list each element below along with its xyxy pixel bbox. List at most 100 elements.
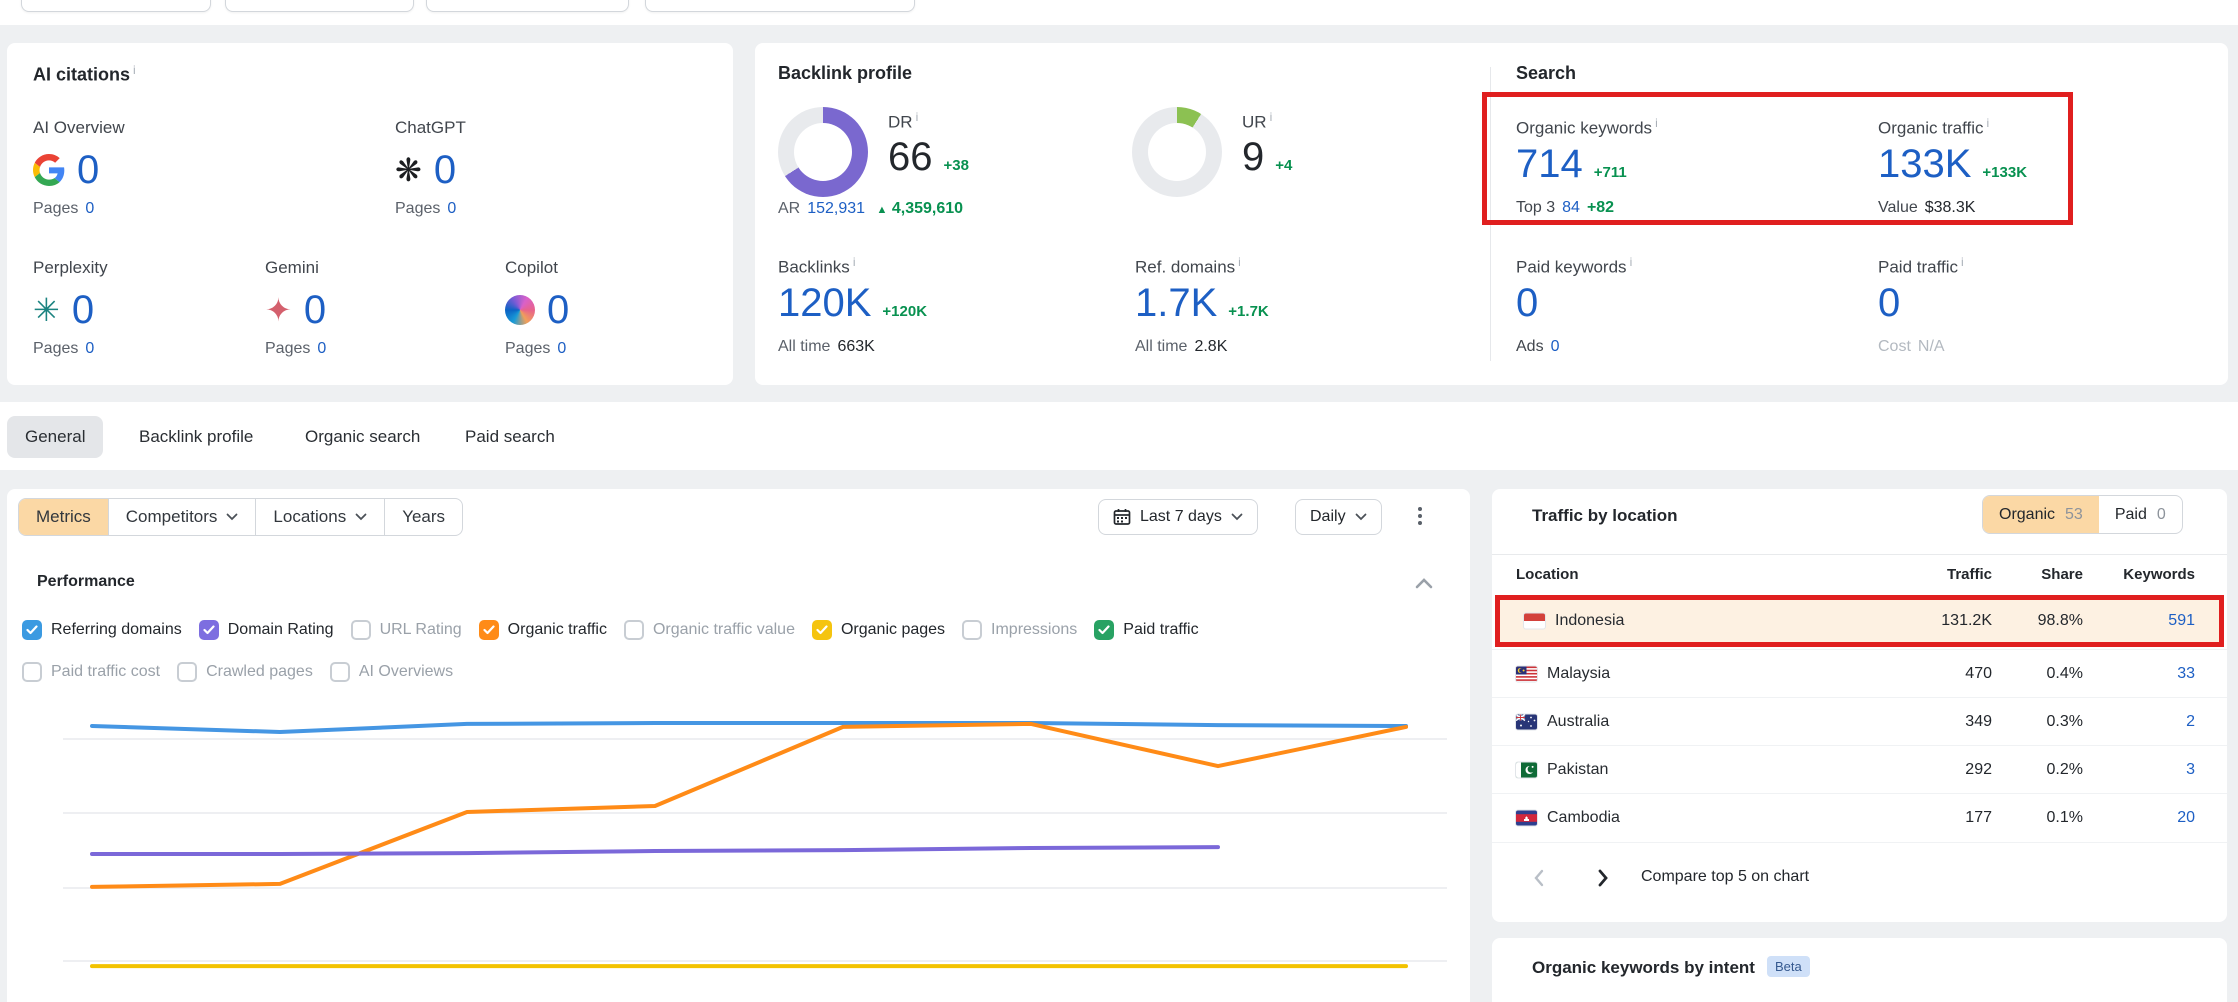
- toggle-organic[interactable]: Organic 53: [1983, 496, 2099, 533]
- ai-citations-count[interactable]: 0: [77, 147, 100, 192]
- metric-checkbox-label: Referring domains: [51, 621, 182, 638]
- backlink-search-panel: Backlink profile DR i 66 +38 AR 152,931 ▲ …: [755, 43, 2228, 385]
- toolbar-control-4[interactable]: [645, 0, 915, 12]
- location-row-indonesia[interactable]: Indonesia 131.2K 98.8% 591: [1495, 595, 2224, 647]
- ai-citations-count[interactable]: 0: [433, 147, 457, 192]
- cambodia-flag: [1516, 810, 1537, 826]
- toggle-paid[interactable]: Paid 0: [2114, 505, 2166, 523]
- next-page-button[interactable]: [1586, 861, 1620, 895]
- ai-source-label: AI Overview: [33, 118, 125, 137]
- info-icon[interactable]: i: [915, 110, 919, 124]
- ai-citations-count[interactable]: 0: [303, 287, 327, 332]
- metric-checkbox-organic-pages[interactable]: Organic pages: [811, 620, 945, 640]
- ai-citation-item: Perplexity ✳ 0 Pages 0: [33, 258, 263, 357]
- info-icon[interactable]: i: [852, 255, 856, 269]
- backlinks-alltime: All time 663K: [778, 338, 875, 355]
- location-share: 0.4%: [2046, 665, 2083, 682]
- ai-citations-count[interactable]: 0: [71, 287, 95, 332]
- organic-keywords-delta: +711: [1593, 164, 1627, 181]
- performance-line-chart[interactable]: [63, 700, 1447, 1002]
- competitors-segment[interactable]: Competitors: [107, 499, 256, 535]
- tab-organic-search[interactable]: Organic search: [305, 427, 421, 446]
- location-traffic: 349: [1965, 713, 1992, 730]
- info-icon[interactable]: i: [1986, 116, 1990, 130]
- tab-general[interactable]: General: [7, 416, 104, 458]
- ai-source-label: ChatGPT: [395, 118, 466, 137]
- info-icon[interactable]: i: [1238, 255, 1241, 269]
- search-title: Search: [1516, 63, 1577, 83]
- ai-citations-count[interactable]: 0: [547, 287, 570, 332]
- paid-keywords-value[interactable]: 0: [1516, 281, 1539, 325]
- info-icon[interactable]: i: [1961, 255, 1964, 269]
- compare-top5-link[interactable]: Compare top 5 on chart: [1641, 868, 1810, 885]
- ai-pages-count[interactable]: 0: [557, 340, 567, 357]
- toolbar-control-3[interactable]: [426, 0, 629, 12]
- collapse-chevron-icon[interactable]: [1415, 577, 1433, 589]
- more-options-button[interactable]: [1412, 501, 1428, 531]
- metric-checkbox-impressions[interactable]: Impressions: [962, 620, 1077, 640]
- date-range-button[interactable]: Last 7 days: [1098, 499, 1258, 535]
- location-row-pakistan[interactable]: Pakistan 292 0.2% 3: [1492, 746, 2227, 794]
- ai-pages-count[interactable]: 0: [447, 200, 457, 217]
- row-divider: [1492, 697, 2227, 698]
- metric-checkbox-paid-traffic-cost[interactable]: Paid traffic cost: [22, 662, 160, 682]
- ai-citations-panel: AI citations i AI Overview 0 Pages 0 ChatGP…: [7, 43, 733, 385]
- metric-checkbox-referring-domains[interactable]: Referring domains: [22, 620, 182, 640]
- location-keywords-link[interactable]: 2: [2186, 713, 2195, 730]
- info-icon[interactable]: i: [1629, 255, 1633, 269]
- location-row-malaysia[interactable]: Malaysia 470 0.4% 33: [1492, 650, 2227, 698]
- organic-keywords-value[interactable]: 714: [1516, 142, 1583, 186]
- location-keywords-link[interactable]: 20: [2177, 809, 2195, 826]
- info-icon[interactable]: i: [133, 63, 136, 77]
- metrics-segment[interactable]: Metrics: [19, 499, 108, 535]
- paid-traffic-value[interactable]: 0: [1878, 281, 1901, 325]
- ai-citations-title: AI citations: [33, 64, 131, 85]
- ai-source-label: Gemini: [265, 258, 319, 277]
- metric-checkbox-label: URL Rating: [379, 621, 462, 638]
- ai-pages-row: Pages 0: [395, 200, 457, 217]
- ref-domains-value[interactable]: 1.7K: [1135, 281, 1218, 325]
- location-keywords-link[interactable]: 3: [2186, 761, 2195, 778]
- chevron-down-icon: [1355, 513, 1366, 521]
- metric-checkbox-crawled-pages[interactable]: Crawled pages: [177, 662, 313, 682]
- backlinks-value[interactable]: 120K: [778, 281, 872, 325]
- metric-checkbox-paid-traffic[interactable]: Paid traffic: [1094, 620, 1199, 640]
- location-row-australia[interactable]: Australia 349 0.3% 2: [1492, 698, 2227, 746]
- toolbar-control-2[interactable]: [225, 0, 414, 12]
- metric-checkbox-ai-overviews[interactable]: AI Overviews: [329, 662, 453, 682]
- toolbar-control-1[interactable]: [21, 0, 211, 12]
- info-icon[interactable]: i: [1269, 110, 1273, 124]
- years-segment[interactable]: Years: [384, 499, 462, 535]
- top3-row: Top 3 84 +82: [1516, 199, 1615, 216]
- gemini-icon: ✦: [265, 292, 292, 328]
- metric-checkbox-organic-traffic-value[interactable]: Organic traffic value: [623, 620, 795, 640]
- ai-citation-item: Copilot 0 Pages 0: [505, 258, 735, 357]
- ai-pages-count[interactable]: 0: [85, 340, 95, 357]
- metric-checkbox-organic-traffic[interactable]: Organic traffic: [478, 620, 607, 640]
- location-row-cambodia[interactable]: Cambodia 177 0.1% 20: [1492, 794, 2227, 842]
- metric-checkbox-url-rating[interactable]: URL Rating: [350, 620, 462, 640]
- perplexity-icon: ✳: [33, 292, 60, 328]
- ai-pages-count[interactable]: 0: [85, 200, 95, 217]
- indonesia-flag: [1524, 613, 1545, 629]
- ai-pages-count[interactable]: 0: [317, 340, 327, 357]
- performance-title: Performance: [37, 573, 135, 590]
- granularity-button[interactable]: Daily: [1295, 499, 1382, 535]
- col-keywords: Keywords: [2123, 566, 2195, 583]
- prev-page-button[interactable]: [1522, 861, 1556, 895]
- chevron-down-icon: [355, 513, 367, 521]
- info-icon[interactable]: i: [1655, 116, 1658, 130]
- metric-checkbox-domain-rating[interactable]: Domain Rating: [198, 620, 334, 640]
- ai-pages-row: Pages 0: [33, 200, 95, 217]
- locations-segment[interactable]: Locations: [255, 499, 384, 535]
- tab-paid-search[interactable]: Paid search: [465, 427, 555, 446]
- organic-paid-toggle: Organic 53 Paid 0: [1982, 495, 2183, 534]
- divider: [1492, 554, 2227, 555]
- location-keywords-link[interactable]: 591: [2168, 612, 2195, 629]
- col-share: Share: [2041, 566, 2083, 583]
- ai-citation-item: Gemini ✦ 0 Pages 0: [265, 258, 495, 357]
- location-keywords-link[interactable]: 33: [2177, 665, 2195, 682]
- organic-traffic-value[interactable]: 133K: [1878, 142, 1972, 186]
- organic-traffic-label: Organic traffic: [1878, 118, 1984, 138]
- tab-backlink-profile[interactable]: Backlink profile: [139, 427, 254, 446]
